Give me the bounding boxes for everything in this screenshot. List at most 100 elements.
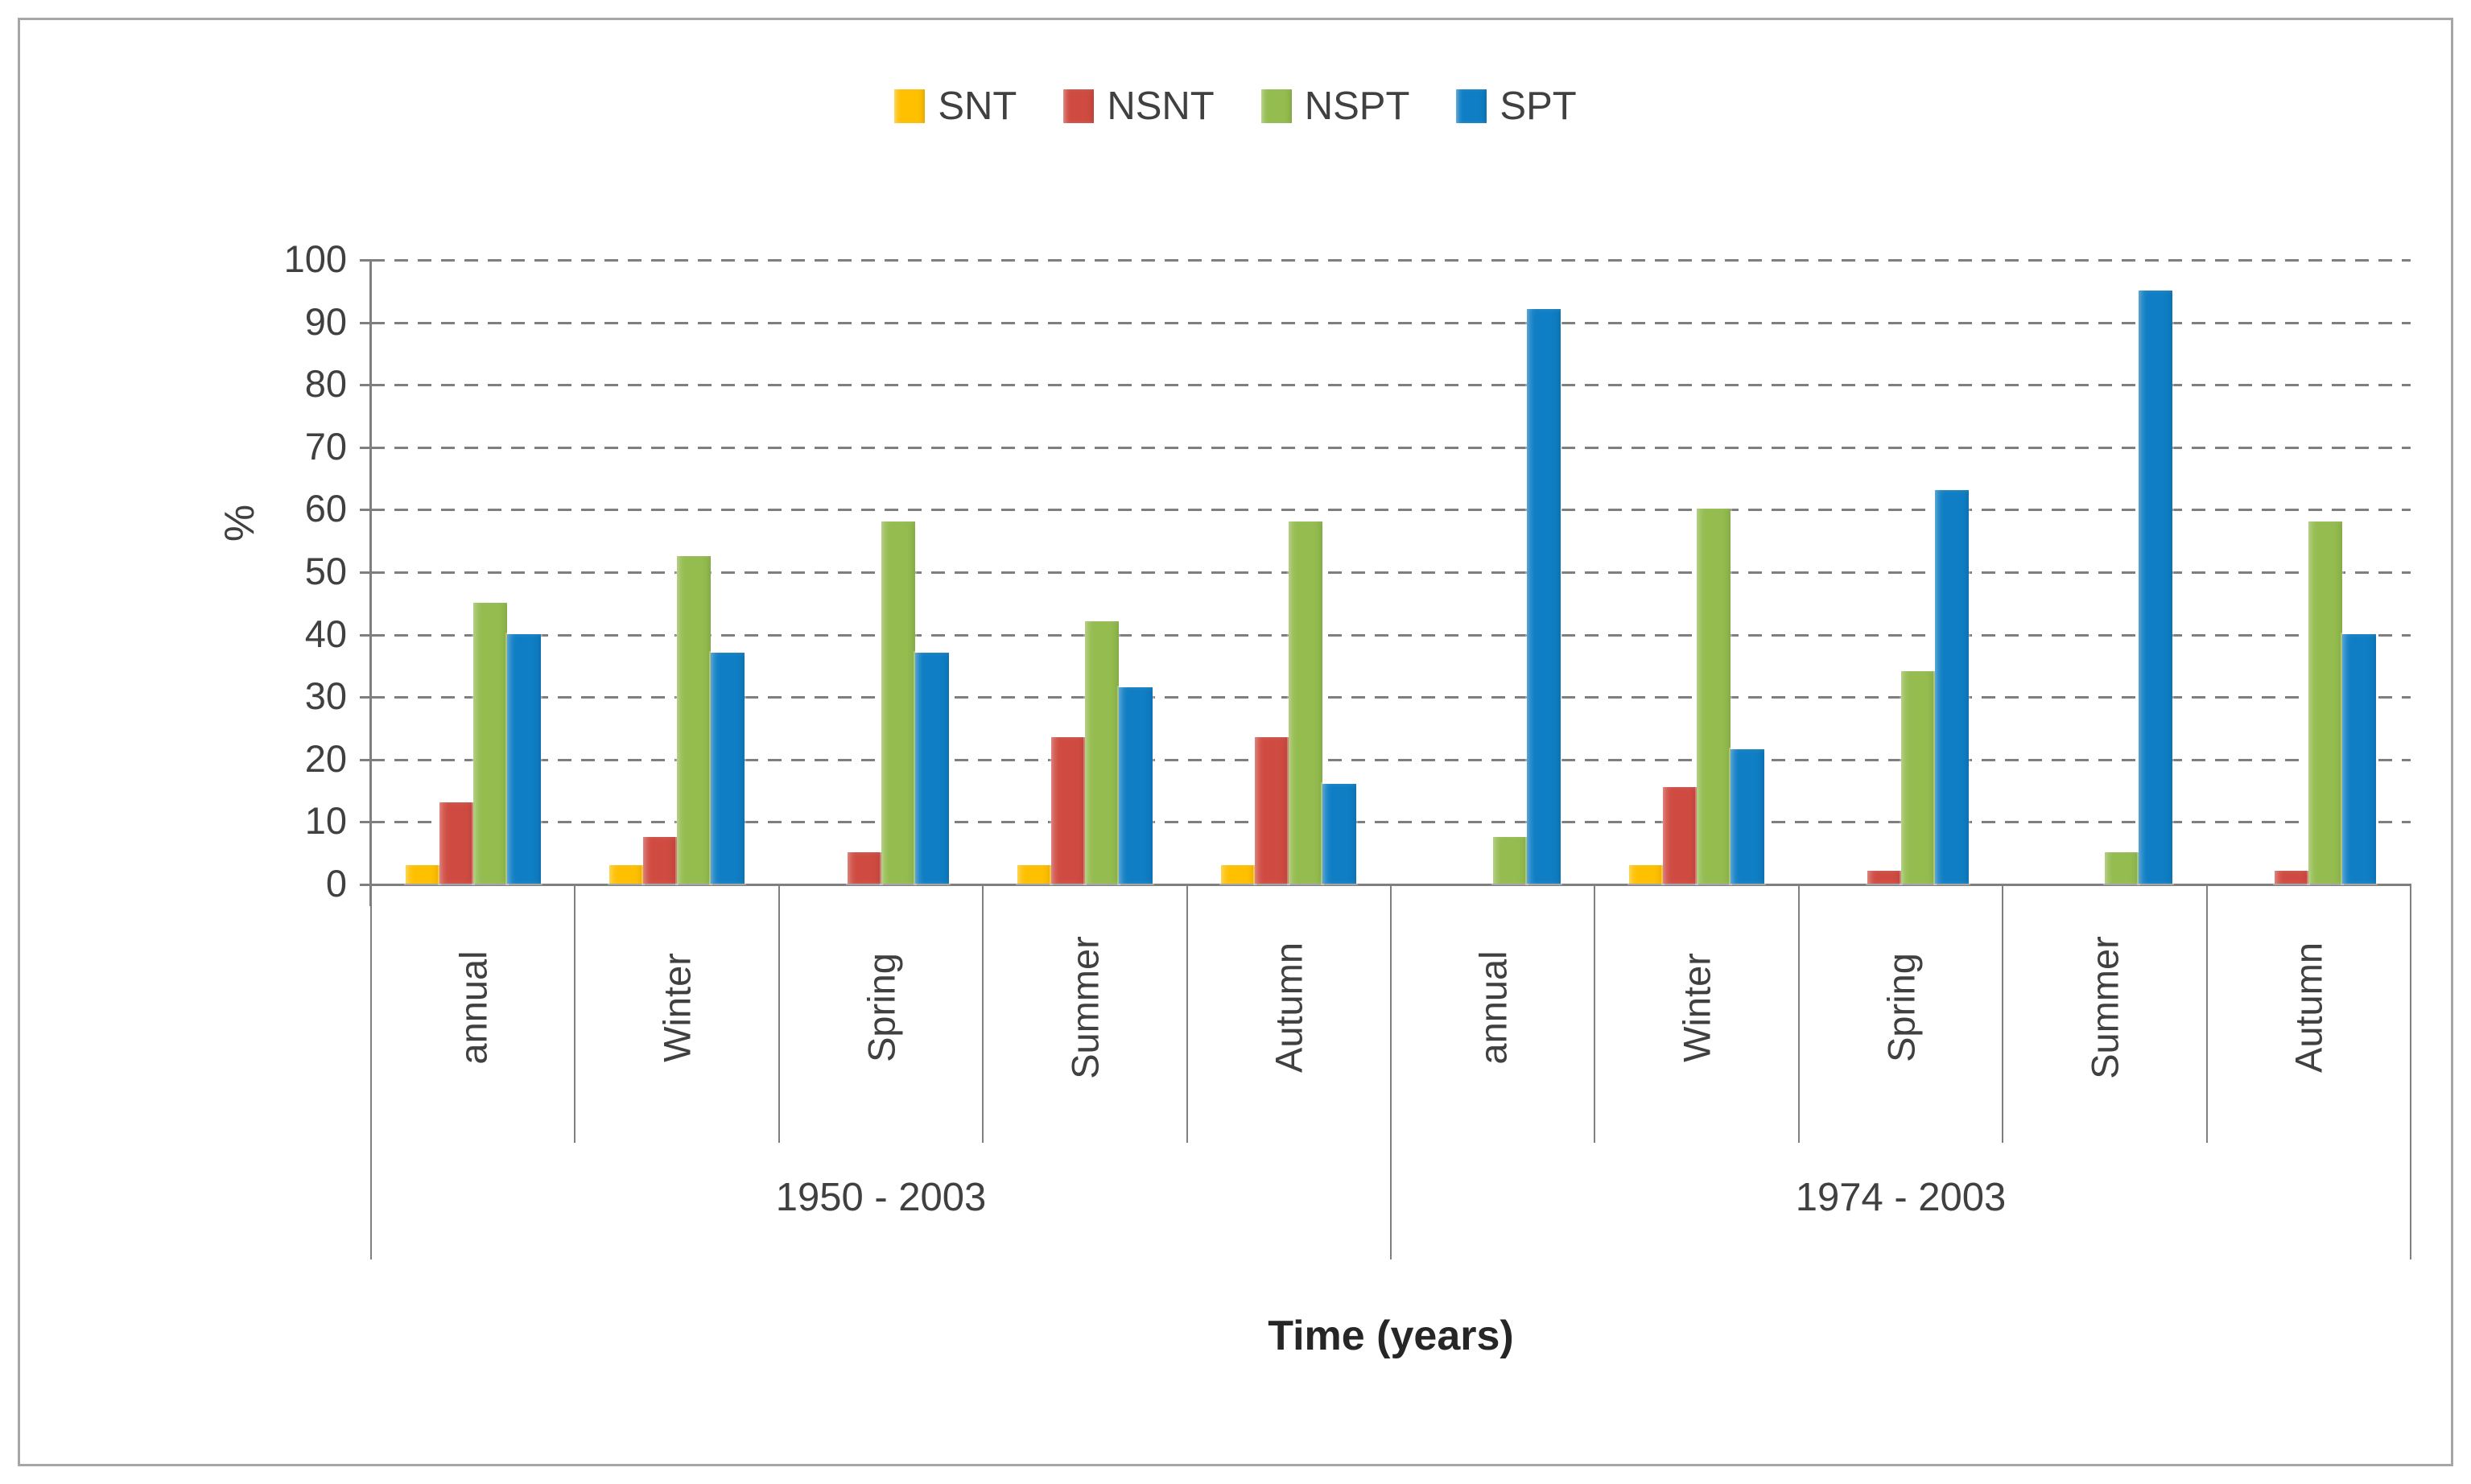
category-separator <box>982 884 984 1143</box>
legend-swatch-NSPT <box>1260 89 1292 123</box>
y-axis-title: % <box>217 504 263 542</box>
bar-SPT-annual-p1 <box>506 633 541 884</box>
legend-swatch-SNT <box>894 89 926 123</box>
category-label-Summer-3: Summer <box>1063 936 1107 1079</box>
bar-SPT-Autumn-p2 <box>2342 633 2377 884</box>
category-separator <box>2205 884 2208 1143</box>
legend-swatch-SPT <box>1456 89 1487 123</box>
bar-NSNT-Winter-p2 <box>1663 786 1698 884</box>
category-separator <box>1797 884 1800 1143</box>
legend-item-SPT: SPT <box>1456 84 1577 129</box>
y-tick-label-20: 20 <box>304 736 347 780</box>
y-tick-label-90: 90 <box>304 299 347 343</box>
y-axis-tick <box>360 446 379 449</box>
bar-SPT-Summer-p2 <box>2138 290 2172 884</box>
bar-SPT-Winter-p2 <box>1731 749 1765 884</box>
bar-NSPT-Winter-p1 <box>677 555 712 884</box>
legend-label: NSPT <box>1304 85 1410 128</box>
bar-SNT-Summer-p1 <box>1017 864 1051 884</box>
bar-SNT-Winter-p1 <box>609 864 644 884</box>
y-axis-tick <box>360 321 379 324</box>
y-tick-label-0: 0 <box>325 862 347 905</box>
gridline-30 <box>371 696 2411 699</box>
y-tick-label-10: 10 <box>304 799 347 843</box>
bar-SPT-Winter-p1 <box>711 652 745 884</box>
bar-NSNT-Winter-p1 <box>643 836 678 884</box>
bar-NSPT-annual-p2 <box>1492 836 1527 884</box>
gridline-40 <box>371 633 2411 637</box>
x-axis-title: Time (years) <box>1268 1313 1514 1359</box>
y-tick-label-50: 50 <box>304 550 347 592</box>
period-separator <box>2410 884 2411 1259</box>
y-tick-label-60: 60 <box>304 487 347 530</box>
bar-NSNT-Autumn-p2 <box>2275 871 2309 884</box>
y-axis-tick <box>360 821 379 824</box>
category-label-Autumn-4: Autumn <box>1267 942 1310 1073</box>
gridline-50 <box>371 571 2411 574</box>
category-separator <box>2002 884 2004 1143</box>
category-label-annual-5: annual <box>1471 950 1515 1065</box>
legend-label: SNT <box>938 85 1017 128</box>
legend-swatch-NSNT <box>1063 89 1095 123</box>
y-axis-tick <box>360 571 379 574</box>
chart-legend: SNT NSNT NSPT SPT <box>0 84 2471 129</box>
y-tick-label-30: 30 <box>304 674 347 718</box>
bar-SNT-Autumn-p1 <box>1221 864 1256 884</box>
bar-NSPT-Spring-p1 <box>881 521 915 884</box>
bar-NSNT-Summer-p1 <box>1050 736 1085 884</box>
legend-item-SNT: SNT <box>894 84 1017 129</box>
gridline-70 <box>371 446 2411 449</box>
bar-NSNT-annual-p1 <box>439 802 473 884</box>
bar-SNT-Winter-p2 <box>1629 864 1664 884</box>
category-separator <box>1186 884 1188 1143</box>
y-tick-label-100: 100 <box>283 237 347 280</box>
category-separator <box>574 884 576 1143</box>
category-label-annual-0: annual <box>452 950 495 1065</box>
period-separator <box>1390 884 1392 1259</box>
bar-SPT-annual-p2 <box>1526 309 1561 884</box>
gridline-90 <box>371 321 2411 324</box>
y-axis-tick <box>360 384 379 387</box>
gridline-100 <box>371 259 2411 262</box>
category-label-Spring-7: Spring <box>1879 953 1922 1062</box>
bar-SNT-annual-p1 <box>405 864 439 884</box>
bar-NSPT-Spring-p2 <box>1900 671 1935 884</box>
bar-NSPT-Winter-p2 <box>1697 509 1731 884</box>
category-label-Winter-1: Winter <box>655 953 699 1062</box>
y-tick-label-70: 70 <box>304 424 347 468</box>
category-label-Spring-2: Spring <box>860 953 902 1062</box>
y-axis-tick <box>360 633 379 637</box>
bar-NSPT-Autumn-p2 <box>2308 521 2343 884</box>
bar-NSPT-Summer-p1 <box>1084 621 1119 884</box>
plot-area <box>360 259 2411 906</box>
bar-SPT-Spring-p2 <box>1934 490 1969 884</box>
y-axis-tick <box>360 696 379 699</box>
y-tick-label-80: 80 <box>304 362 347 406</box>
category-label-Autumn-9: Autumn <box>2287 942 2330 1073</box>
bar-NSNT-Autumn-p1 <box>1255 736 1289 884</box>
bar-SPT-Autumn-p1 <box>1322 783 1357 884</box>
bar-NSNT-Spring-p2 <box>1867 871 1901 884</box>
y-axis-tick <box>360 758 379 761</box>
bar-SPT-Summer-p1 <box>1118 686 1153 884</box>
period-separator <box>370 884 372 1259</box>
bar-NSPT-Autumn-p1 <box>1289 521 1323 884</box>
legend-label: NSNT <box>1107 85 1215 128</box>
y-axis-tick <box>360 509 379 512</box>
bar-SPT-Spring-p1 <box>914 652 949 884</box>
category-label-Winter-6: Winter <box>1675 953 1718 1062</box>
gridline-60 <box>371 509 2411 512</box>
y-axis-tick <box>360 259 379 262</box>
category-separator <box>778 884 780 1143</box>
gridline-10 <box>371 821 2411 824</box>
y-axis-line <box>369 259 372 906</box>
category-separator <box>1594 884 1596 1143</box>
bar-NSNT-Spring-p1 <box>847 852 881 884</box>
period-label-0: 1950 - 2003 <box>775 1176 987 1219</box>
legend-label: SPT <box>1500 85 1577 128</box>
y-axis-tick <box>360 884 379 886</box>
category-label-Summer-8: Summer <box>2083 936 2127 1079</box>
bar-NSPT-Summer-p2 <box>2104 852 2139 884</box>
period-label-1: 1974 - 2003 <box>1795 1176 2007 1219</box>
x-axis-baseline <box>360 884 2411 886</box>
